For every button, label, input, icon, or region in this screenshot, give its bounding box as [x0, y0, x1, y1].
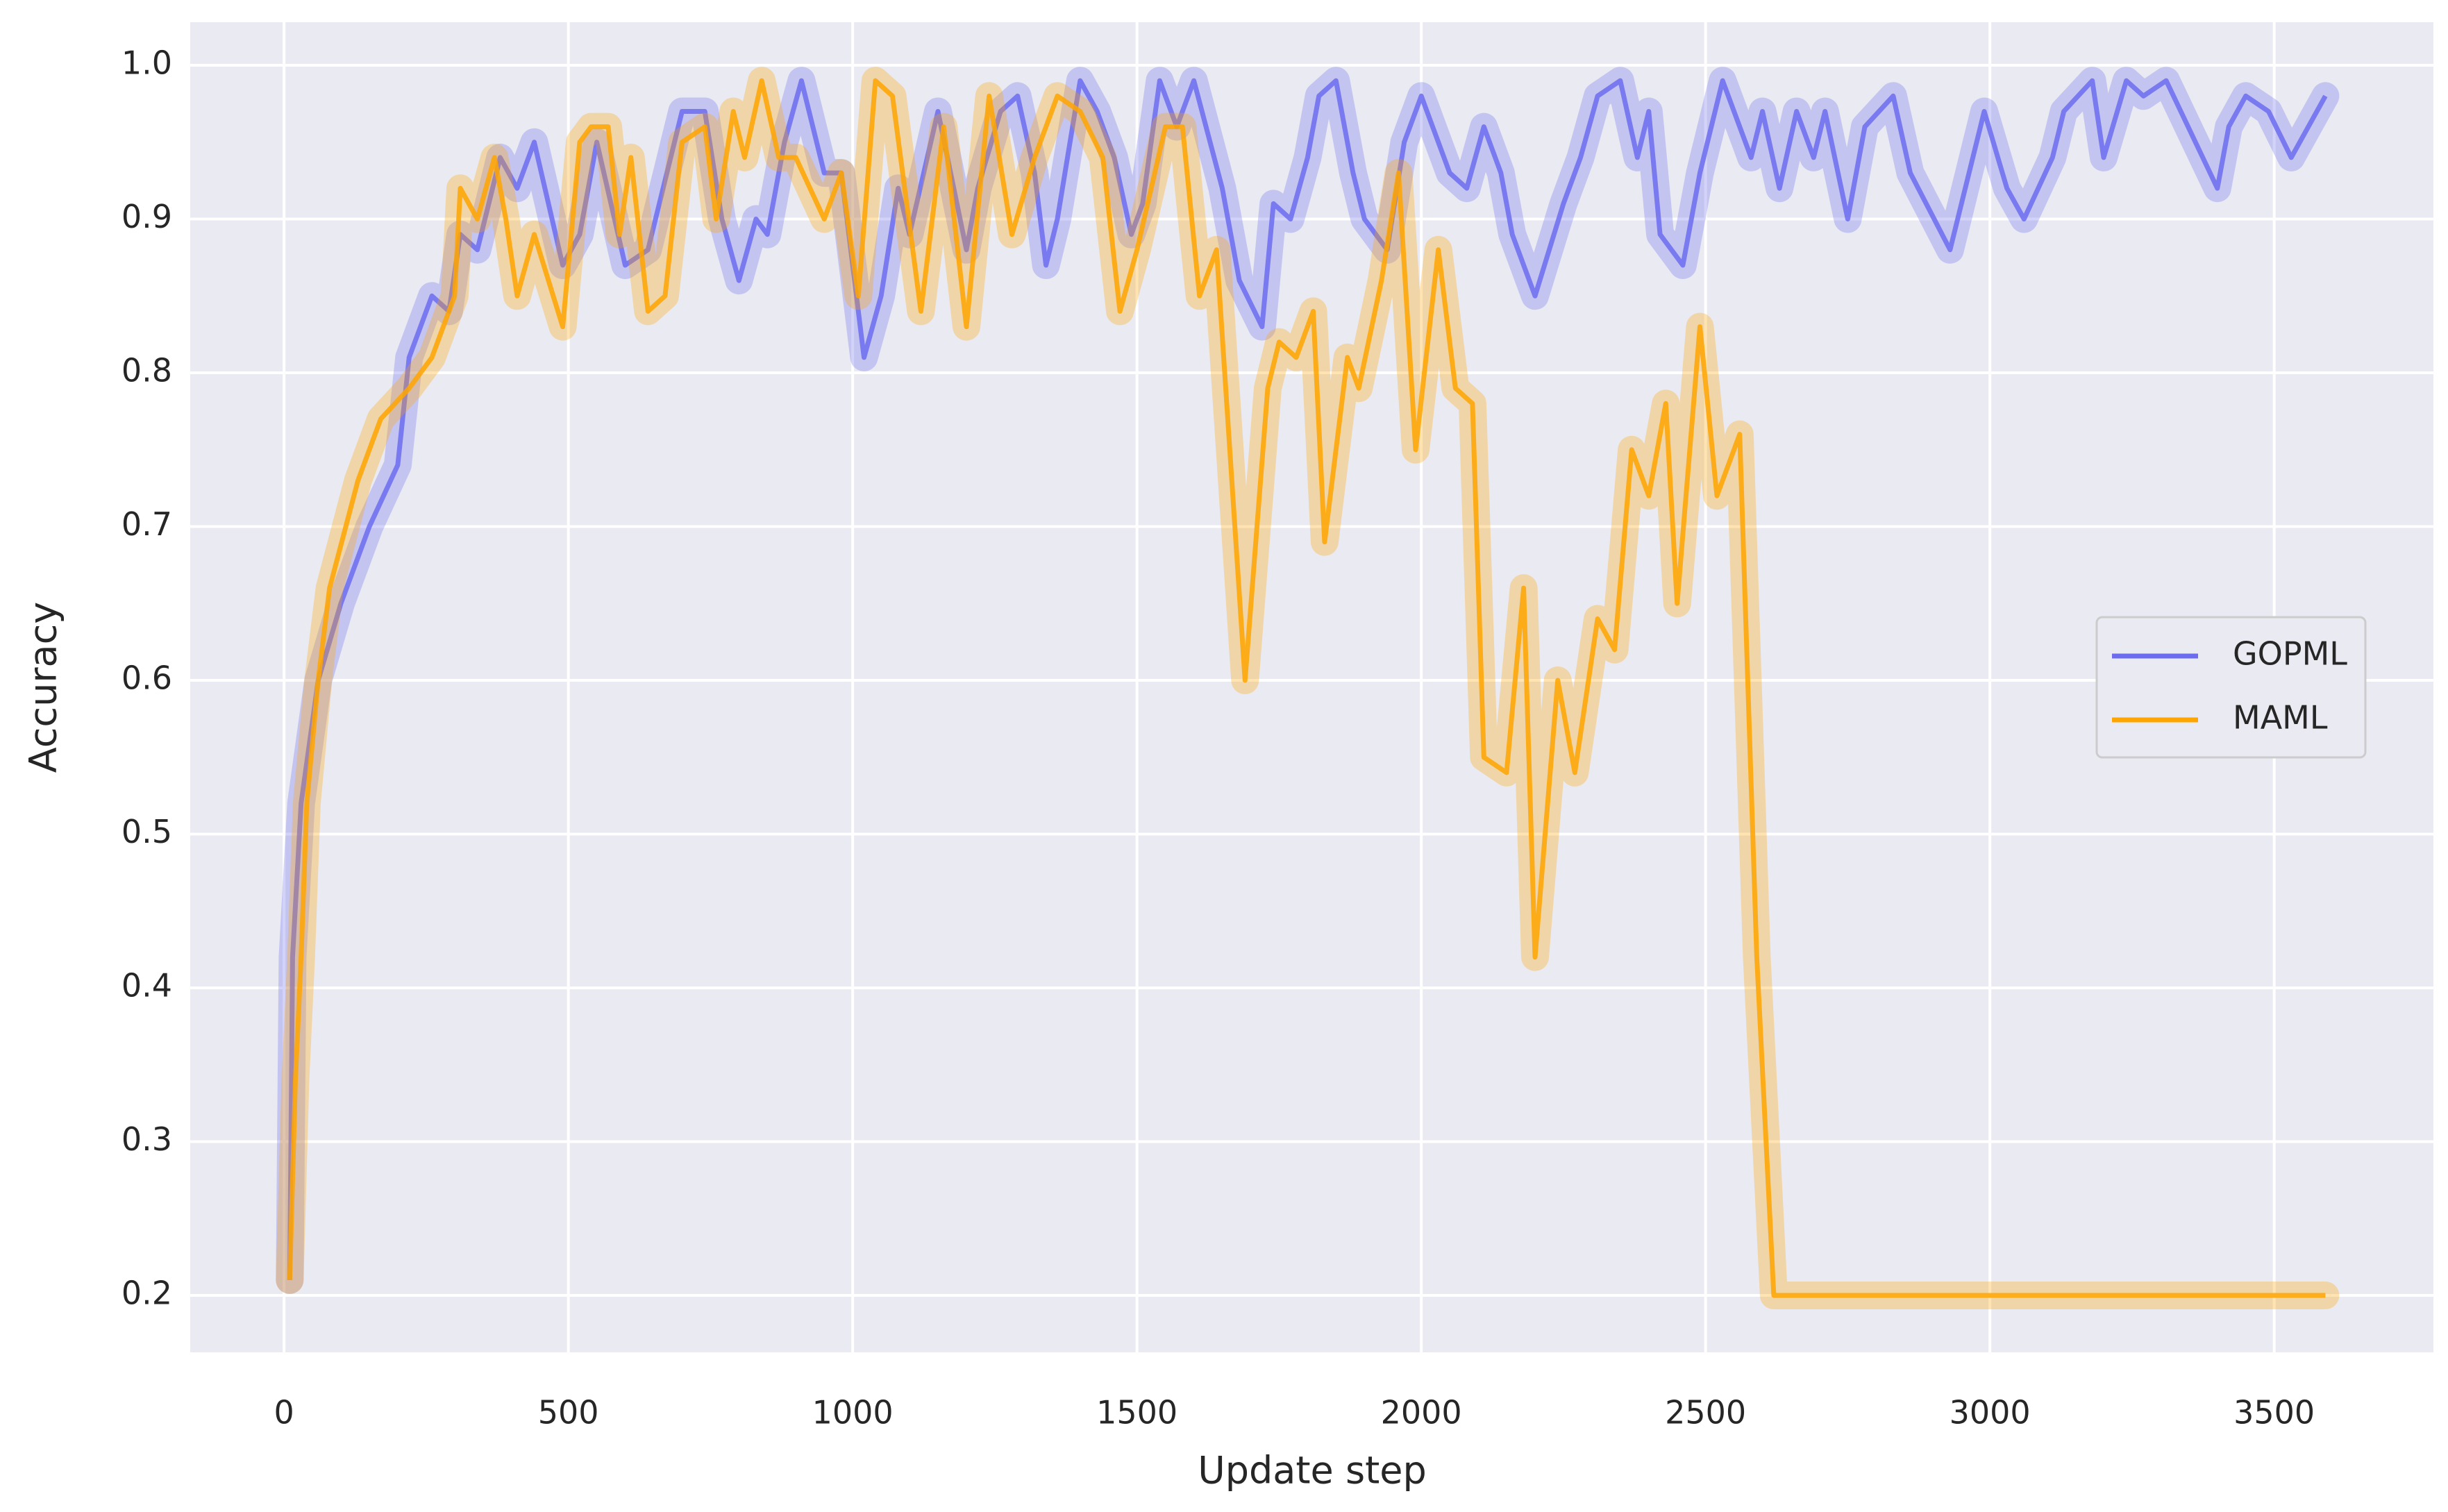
y-tick-label: 0.4 [121, 967, 172, 1005]
legend: GOPML MAML [2095, 616, 2367, 759]
y-tick-label: 0.6 [121, 660, 172, 697]
y-axis-label: Accuracy [22, 602, 65, 773]
y-tick-label: 0.5 [121, 813, 172, 850]
plot-area [190, 22, 2433, 1352]
legend-label: MAML [2233, 699, 2328, 737]
legend-label: GOPML [2233, 635, 2347, 673]
y-tick-label: 0.8 [121, 352, 172, 389]
y-tick-label: 0.3 [121, 1120, 172, 1158]
x-tick-label: 3000 [1950, 1394, 2031, 1431]
x-tick-label: 500 [538, 1394, 599, 1431]
line [287, 78, 2326, 1298]
y-tick-label: 0.2 [121, 1275, 172, 1312]
x-tick-label: 3500 [2233, 1394, 2315, 1431]
x-tick-label: 2000 [1381, 1394, 1462, 1431]
y-tick-label: 0.7 [121, 505, 172, 543]
y-tick-label: 1.0 [121, 44, 172, 82]
x-tick-label: 2500 [1665, 1394, 1746, 1431]
x-axis-label: Update step [1198, 1449, 1427, 1493]
y-tick-label: 0.9 [121, 198, 172, 235]
x-tick-label: 1500 [1096, 1394, 1177, 1431]
x-tick-label: 1000 [812, 1394, 894, 1431]
x-tick-label: 0 [274, 1394, 294, 1431]
line [287, 78, 2328, 1280]
